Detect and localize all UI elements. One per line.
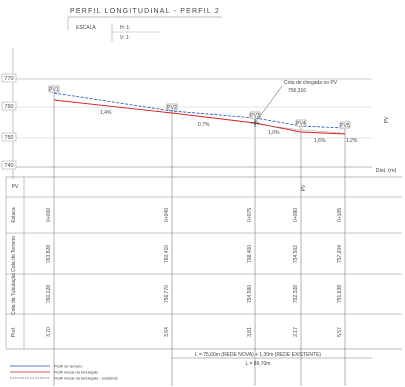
table-cell-estaca: 0+000 [46,208,52,222]
table-cell-terreno: 758,400 [247,245,253,263]
row-header: PV [12,184,19,190]
table-cell-terreno: 763,828 [46,245,52,263]
table-cell-tubulacao: 756,770 [164,285,170,303]
callout-value: 756,316 [288,88,306,94]
table-cell-terreno: 754,502 [293,245,299,263]
table-cell-terreno: 760,410 [164,245,170,263]
table-cell-tubulacao: 754,590 [247,285,253,303]
table-cell-prof: 2,17 [293,327,299,337]
pv-marker [166,103,178,111]
row-header: Cota do Terreno [11,236,17,272]
table-cell-prof: 3,64 [164,327,170,337]
right-side-label: PV [384,116,390,123]
pv-marker [295,119,307,127]
elevation-tick-label: 750 [4,135,13,141]
table-cell-prof: 3,70 [46,327,52,337]
v-scale: V: 1: [120,35,130,41]
table-cell-tubulacao: 752,328 [293,285,299,303]
slope-label: 1,6% [314,138,326,144]
table-cell-terreno: 757,204 [337,245,343,263]
row-header: Estaca [11,207,17,223]
crosshair-icon [251,119,259,127]
total-length-line2: L = 86,70m [246,361,271,367]
callout-leader [254,85,283,124]
legend-label: Perfil inicial da tubulação [54,370,99,375]
slope-label: 1,2% [346,138,358,144]
pv-marker [249,111,261,119]
elevation-tick-label: 760 [4,104,13,110]
pipe-profile-line [53,99,346,135]
pv-tag: PV1 [49,87,59,93]
pv-tag: PV2 [167,105,177,111]
row-header: Prof. [11,327,17,338]
table-cell-pv: PV [301,184,307,191]
profile-data-table: PV Estaca Cota do Terreno Cota da Tubula… [5,176,402,350]
existing-pipe-line [254,123,346,134]
elevation-tick-box [1,73,17,83]
table-cell-estaca: 0+040 [164,208,170,222]
slope-label: 1,4% [100,110,112,116]
total-length-line1: L = 75,60m (REDE NOVA) + 1,30m (REDE EXI… [195,352,321,358]
elevation-tick-label: 740 [4,163,13,169]
pv-marker [339,121,351,129]
profile-chart: 770 760 750 740 Dist. (m) PV1 PV2 PV3 PV… [1,48,397,386]
table-cell-prof: 3,81 [247,327,253,337]
pv-tag: PV4 [296,121,306,127]
h-scale: H: 1: [120,25,131,31]
distance-axis-label: Dist. (m) [376,168,397,174]
table-cell-prof: 5,57 [337,327,343,337]
legend-label: Perfil do terreno [54,364,83,369]
callout-label: Cota de chegada no PV [284,80,338,86]
legend-label: Perfil inicial da tubulação - existente [54,376,119,381]
drawing-title: PERFIL LONGITUDINAL - PERFIL 2 [70,8,220,15]
elevation-tick-box [1,132,17,142]
row-header: Cota da Tubulação [11,273,17,315]
slope-label: 0,7% [198,122,210,128]
elevation-tick-box [1,101,17,111]
scale-label: ESCALA [76,25,96,31]
table-cell-estaca: 0+105 [337,208,343,222]
table-cell-tubulacao: 760,128 [46,285,52,303]
pv-tag: PV3 [250,113,260,119]
pv-tag: PV5 [340,123,350,129]
table-cell-estaca: 0+075 [247,208,253,222]
elevation-tick-box [1,160,17,170]
elevation-tick-label: 770 [4,76,13,82]
table-cell-tubulacao: 751,638 [337,285,343,303]
table-cell-estaca: 0+090 [293,208,299,222]
legend: Perfil do terreno Perfil inicial da tubu… [10,364,119,381]
slope-label: 1,0% [268,130,280,136]
pv-marker [48,85,60,93]
